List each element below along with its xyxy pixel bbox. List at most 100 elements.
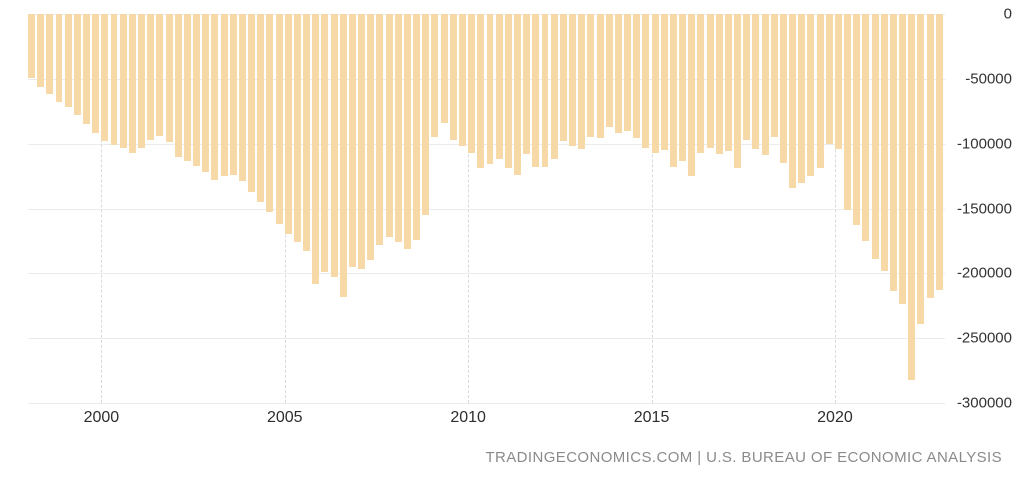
bar [679,14,687,161]
bar [541,14,549,167]
bar [403,14,411,249]
bar [128,14,136,153]
bar [321,14,329,273]
bar [871,14,879,260]
x-axis: 2000 2005 2010 2015 2020 [28,409,945,431]
bar [899,14,907,305]
bar [523,14,531,155]
bar [770,14,778,138]
bar [449,14,457,140]
bar [917,14,925,324]
bar [174,14,182,157]
bar [706,14,714,148]
bar [183,14,191,161]
x-axis-label: 2020 [817,409,853,426]
y-axis-label: -300000 [956,394,1012,412]
y-axis-label: -50000 [965,70,1012,88]
bar [926,14,934,298]
bar [37,14,45,87]
y-axis: 0 -50000 -100000 -150000 -200000 -250000 -3000… [946,6,1016,412]
bar [119,14,127,148]
bar [83,14,90,125]
bar [367,14,375,261]
plot-area [28,14,945,404]
bar [569,14,576,147]
bar [202,14,210,173]
bar [550,14,558,160]
bar [156,14,164,136]
bar [605,14,613,127]
bar [578,14,586,149]
bar [715,14,723,155]
bar [651,14,659,153]
bar [816,14,824,169]
bar [394,14,402,243]
bar [211,14,219,180]
bar [257,14,265,203]
y-axis-label: -150000 [956,200,1012,217]
bar [504,14,512,169]
bar [165,14,173,143]
bar [798,14,806,183]
h-gridline [28,273,945,275]
bar [64,14,72,108]
bar [28,14,35,78]
bar [486,14,494,165]
v-gridline [834,14,836,403]
bar [147,14,155,140]
bar [935,14,943,291]
x-axis-label: 2010 [450,409,486,426]
bar [559,14,567,142]
bar [642,14,650,148]
bar [532,14,540,167]
bar [46,14,54,95]
bar [724,14,732,152]
bar [660,14,668,151]
bar [614,14,622,134]
bar [779,14,787,164]
bar [101,14,109,142]
y-axis-label: -100000 [956,135,1012,153]
x-axis-label: 2000 [83,409,120,426]
bar [761,14,769,156]
h-gridline [28,338,945,340]
bar [834,14,842,149]
bar [743,14,751,140]
bar [312,14,320,284]
bar [477,14,485,169]
bar [138,14,145,148]
bar [303,14,311,252]
credits: TRADINGECONOMICS.COM | U.S. BUREAU OF EC… [485,449,1002,466]
bar [238,14,246,182]
bar [853,14,861,226]
bar [697,14,705,153]
bar [248,14,256,192]
v-gridline [101,14,103,403]
bar [358,14,366,270]
bar [889,14,897,292]
bar [55,14,63,103]
bar [495,14,503,160]
v-gridline [468,14,470,403]
bar [413,14,421,240]
x-axis-label: 2015 [633,409,670,426]
bar [752,14,760,149]
y-axis-label: -250000 [956,329,1012,347]
bar [734,14,742,169]
h-gridline [28,208,945,210]
bar [385,14,393,238]
x-axis-label: 2005 [266,409,303,426]
bar [193,14,201,166]
bar [669,14,677,167]
bar [440,14,448,123]
bar [587,14,595,138]
bar [862,14,870,241]
bar [422,14,430,215]
bar [376,14,384,245]
bar [431,14,439,138]
y-axis-label: -200000 [956,264,1012,282]
bar [844,14,852,210]
bar [275,14,283,225]
bar [229,14,237,175]
